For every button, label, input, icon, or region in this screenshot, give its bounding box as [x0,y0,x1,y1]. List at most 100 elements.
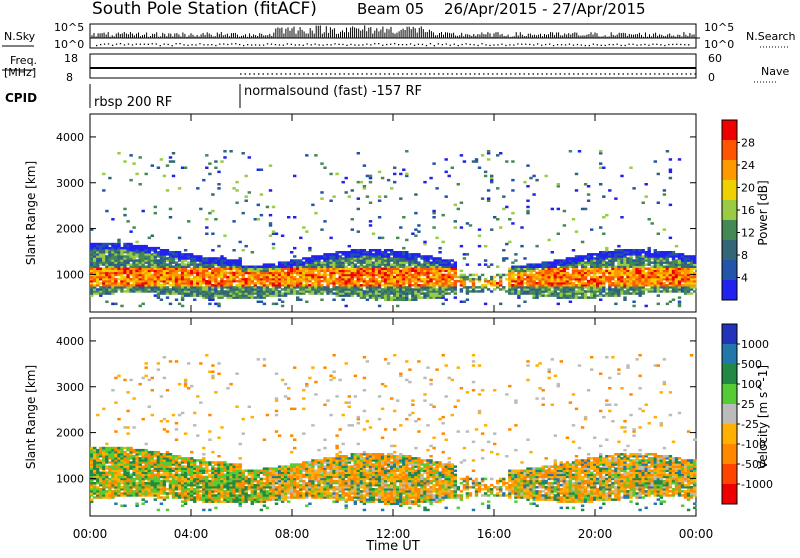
nsearch-dot [235,43,236,44]
echo-cell [272,247,275,250]
echo-cell [296,296,299,299]
echo-cell [342,181,345,184]
echo-cell [139,183,142,186]
echo-cell [326,253,329,256]
echo-cell [532,274,535,277]
echo-cell [320,255,323,258]
echo-cell [308,247,311,250]
nsearch-dot [291,44,292,45]
echo-cell [569,274,572,277]
echo-cell [523,266,526,269]
echo-cell [423,255,426,258]
echo-cell [663,282,666,285]
echo-cell [139,449,142,452]
echo-cell [514,266,517,269]
echo-cell [235,181,238,184]
echo-cell [375,278,378,281]
echo-cell [360,249,363,252]
echo-cell [139,305,142,308]
echo-cell [142,498,145,501]
echo-cell [602,233,605,236]
echo-cell [93,482,96,485]
echo-cell [666,284,669,287]
echo-cell [320,284,323,287]
echo-cell [675,245,678,248]
echo-cell [693,272,696,275]
echo-cell [329,237,332,240]
nsearch-dot [231,43,232,44]
echo-cell [575,189,578,192]
echo-cell [402,169,405,172]
nsearch-dot [509,44,510,45]
echo-cell [90,447,93,450]
nsearch-dot [529,44,530,45]
echo-cell [478,276,481,279]
echo-cell [469,224,472,227]
echo-cell [132,426,135,429]
echo-cell [499,303,502,306]
nsearch-dot [338,44,339,45]
nsearch-dot [537,43,538,44]
echo-cell [420,255,423,258]
nsearch-dot [664,45,665,46]
echo-cell [517,290,520,293]
echo-cell [132,490,135,493]
echo-cell [314,255,317,258]
echo-cell [620,216,623,219]
echo-cell [526,210,529,213]
nsearch-dot [255,44,256,45]
echo-cell [96,288,99,291]
echo-cell [466,299,469,302]
nsearch-dot [156,43,157,44]
echo-cell [454,204,457,207]
nsearch-dot [549,44,550,45]
echo-cell [345,266,348,269]
nsearch-dot [438,43,439,44]
echo-cell [154,247,157,250]
echo-cell [602,216,605,219]
nsearch-dot [267,43,268,44]
echo-cell [505,160,508,163]
echo-cell [605,288,608,291]
echo-cell [199,208,202,211]
echo-cell [235,284,238,287]
nsearch-dot [466,43,467,44]
nsearch-dot [474,44,475,45]
echo-cell [460,226,463,229]
echo-cell [393,173,396,176]
nsearch-dot [557,44,558,45]
echo-cell [272,230,275,233]
echo-cell [520,226,523,229]
echo-cell [281,288,284,291]
echo-cell [484,303,487,306]
echo-cell [575,173,578,176]
echo-cell [460,245,463,248]
echo-cell [469,290,472,293]
echo-cell [654,160,657,163]
echo-cell [369,249,372,252]
echo-cell [105,447,108,450]
echo-cell [590,253,593,256]
echo-cell [342,251,345,254]
echo-cell [502,208,505,211]
echo-cell [496,282,499,285]
echo-cell [563,224,566,227]
echo-cell [148,237,151,240]
echo-cell [599,251,602,254]
echo-cell [257,218,260,221]
echo-cell [454,220,457,223]
echo-cell [99,447,102,450]
echo-cell [293,259,296,262]
echo-cell [145,245,148,248]
echo-cell [381,177,384,180]
echo-cell [123,426,126,429]
echo-cell [545,175,548,178]
echo-cell [372,261,375,264]
echo-cell [348,251,351,254]
echo-cell [629,270,632,273]
cpid-segment-1: rbsp 200 RF [94,95,172,110]
echo-cell [299,299,302,302]
echo-cell [269,235,272,238]
echo-cell [242,152,245,155]
